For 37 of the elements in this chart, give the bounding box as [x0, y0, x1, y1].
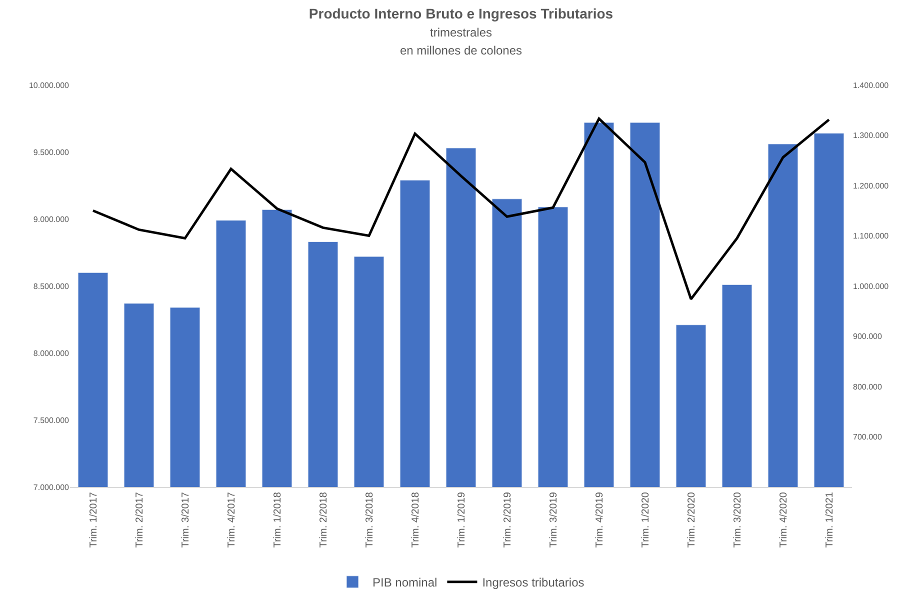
x-tick-label: Trim. 1/2019: [456, 492, 468, 548]
y2-tick-label: 800.000: [853, 382, 882, 392]
y2-tick-label: 1.300.000: [853, 131, 890, 140]
x-tick-label: Trim. 2/2018: [318, 492, 330, 548]
y2-tick-label: 900.000: [853, 332, 882, 342]
x-tick-label: Trim. 3/2019: [548, 492, 560, 548]
x-tick-label: Trim. 3/2017: [180, 492, 192, 548]
y-tick-label: 9.500.000: [33, 148, 70, 157]
y-tick-label: 9.000.000: [33, 214, 70, 224]
chart-title: Producto Interno Bruto e Ingresos Tributarios: [308, 5, 614, 22]
y2-tick-label: 1.000.000: [853, 282, 890, 291]
x-tick-label: Trim. 4/2017: [226, 492, 238, 548]
legend-label: PIB nominal: [372, 576, 438, 590]
x-tick-label: Trim. 3/2020: [732, 492, 744, 548]
x-tick-label: Trim. 2/2020: [686, 492, 698, 548]
x-tick-label: Trim. 1/2017: [88, 492, 100, 548]
y-tick-label: 7.000.000: [33, 482, 70, 492]
x-tick-label: Trim. 2/2019: [502, 492, 514, 548]
y-tick-label: 8.500.000: [33, 282, 70, 291]
x-tick-label: Trim. 4/2019: [594, 492, 606, 548]
x-tick-label: Trim. 3/2018: [364, 492, 376, 548]
y-tick-label: 10.000.000: [28, 80, 70, 90]
y2-tick-label: 1.100.000: [853, 232, 890, 241]
y-tick-label: 7.500.000: [33, 416, 70, 425]
legend-label: Ingresos tributarios: [482, 576, 584, 590]
x-tick-label: Trim. 1/2021: [824, 492, 836, 548]
x-tick-label: Trim. 1/2018: [272, 492, 284, 548]
chart-subtitle: trimestrales en millones de colones: [400, 25, 522, 58]
x-tick-label: Trim. 4/2018: [410, 492, 422, 548]
y-tick-label: 8.000.000: [33, 348, 70, 358]
y2-tick-label: 1.400.000: [853, 80, 890, 90]
x-tick-label: Trim. 2/2017: [134, 492, 146, 548]
line-series: [92, 117, 830, 300]
y2-tick-label: 1.200.000: [853, 181, 890, 190]
y2-tick-label: 700.000: [853, 432, 882, 442]
x-tick-label: Trim. 1/2020: [640, 492, 652, 548]
x-tick-label: Trim. 4/2020: [778, 492, 790, 548]
